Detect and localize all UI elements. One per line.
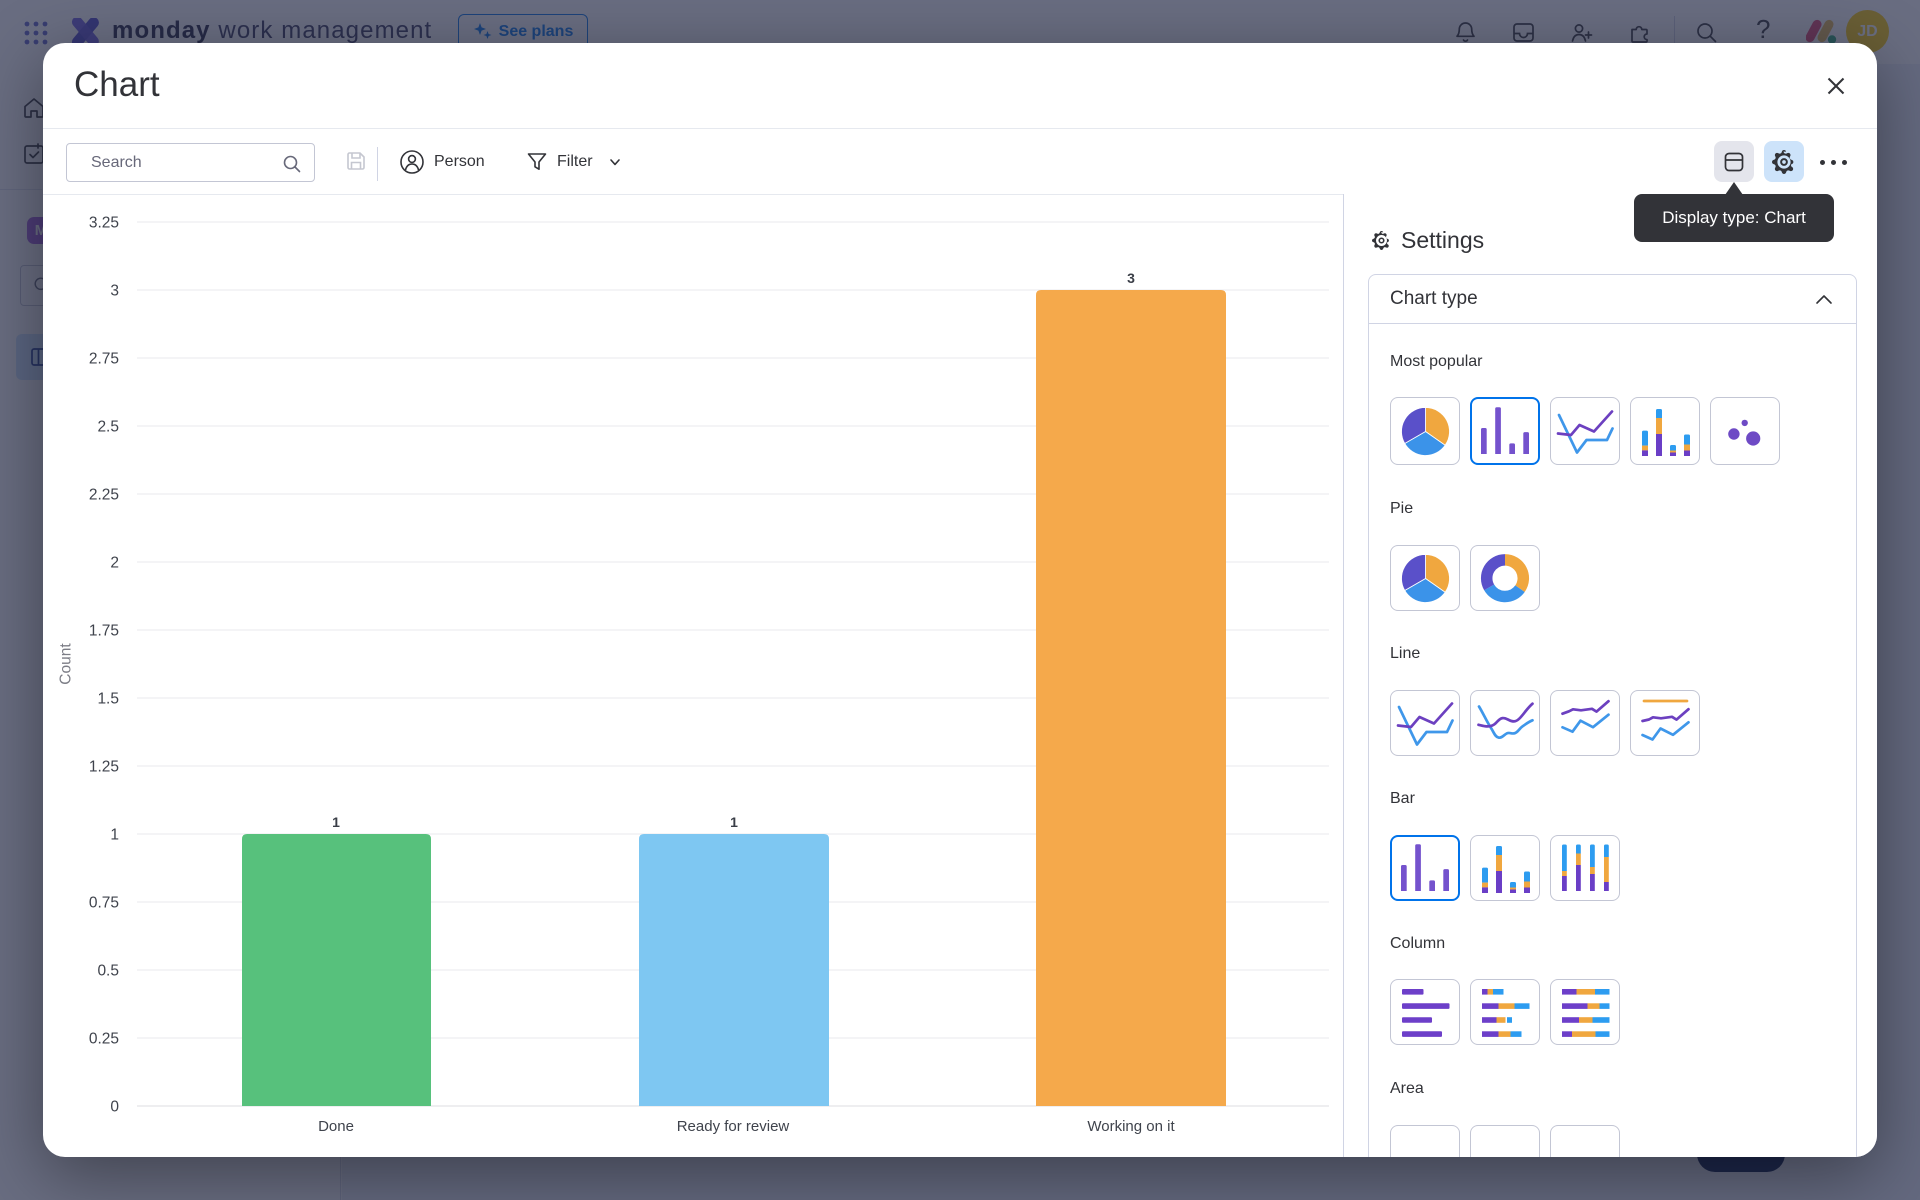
svg-text:2: 2	[110, 555, 119, 572]
svg-text:1.25: 1.25	[89, 759, 119, 776]
svg-text:3: 3	[1127, 270, 1135, 286]
svg-text:1.75: 1.75	[89, 623, 119, 640]
svg-text:Count: Count	[58, 643, 75, 685]
svg-text:0: 0	[110, 1099, 119, 1116]
svg-text:1: 1	[332, 814, 340, 830]
svg-text:2.5: 2.5	[97, 419, 119, 436]
svg-text:1.5: 1.5	[97, 691, 119, 708]
svg-text:Done: Done	[318, 1118, 354, 1135]
svg-text:3.25: 3.25	[89, 215, 119, 232]
svg-text:2.25: 2.25	[89, 487, 119, 504]
svg-text:2.75: 2.75	[89, 351, 119, 368]
svg-text:0.25: 0.25	[89, 1031, 119, 1048]
svg-text:Working on it: Working on it	[1087, 1118, 1175, 1135]
svg-text:1: 1	[110, 827, 119, 844]
svg-text:Ready for review: Ready for review	[677, 1118, 790, 1135]
svg-text:3: 3	[110, 283, 119, 300]
svg-text:1: 1	[730, 814, 738, 830]
svg-text:0.5: 0.5	[97, 963, 119, 980]
svg-text:0.75: 0.75	[89, 895, 119, 912]
